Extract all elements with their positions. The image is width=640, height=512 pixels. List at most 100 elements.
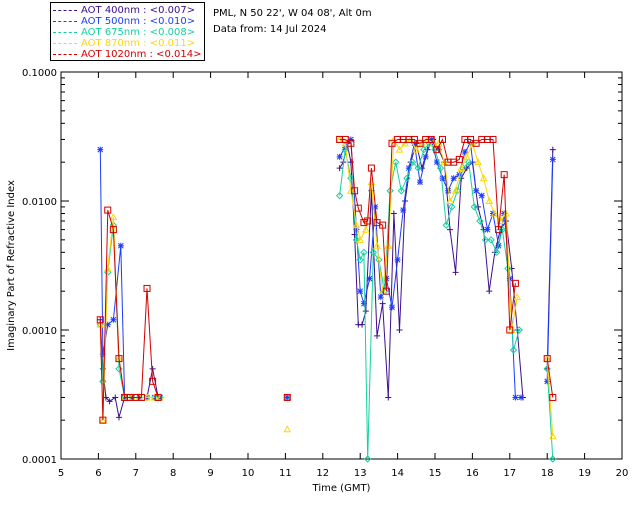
data-point-aot500nm (157, 394, 164, 401)
data-point-aot675nm (549, 455, 557, 463)
data-point-aot400nm (379, 300, 386, 307)
data-point-aot1020nm (438, 135, 446, 143)
data-point-aot1020nm (347, 139, 355, 147)
data-point-aot500nm (439, 175, 446, 182)
data-point-aot400nm (549, 146, 556, 153)
data-point-aot1020nm (382, 287, 390, 295)
data-point-aot1020nm (99, 416, 107, 424)
legend-entry-400nm: AOT 400nm : <0.007> (53, 5, 195, 16)
data-point-aot500nm (110, 316, 117, 323)
data-point-aot500nm (336, 153, 343, 160)
data-point-aot675nm (341, 145, 349, 154)
data-point-aot1020nm (489, 135, 497, 143)
x-tick-label: 7 (133, 468, 139, 479)
data-point-aot870nm (109, 213, 118, 221)
data-point-aot400nm (106, 398, 113, 405)
data-point-aot675nm (498, 225, 507, 234)
data-point-aot1020nm (104, 206, 112, 214)
data-point-aot400nm (452, 269, 459, 276)
data-point-aot400nm (149, 365, 156, 372)
data-point-aot870nm (440, 158, 449, 166)
data-point-aot1020nm (500, 171, 508, 179)
data-point-aot500nm (478, 192, 485, 199)
data-point-aot675nm (414, 164, 422, 172)
legend-entry-1020nm: AOT 1020nm : <0.014> (53, 49, 201, 60)
legend-entry-870nm: AOT 870nm : <0.011> (53, 38, 195, 49)
data-point-aot870nm (468, 139, 477, 147)
legend-label-400nm: AOT 400nm : <0.007> (81, 5, 196, 16)
x-tick-label: 10 (242, 468, 255, 479)
data-point-aot500nm (506, 275, 513, 282)
legend-label-1020nm: AOT 1020nm : <0.014> (81, 49, 202, 60)
y-tick-label: 0.1000 (22, 68, 57, 79)
data-point-aot675nm (543, 365, 551, 373)
x-tick-label: 12 (316, 468, 329, 479)
legend-swatch-870nm (53, 42, 77, 44)
data-point-aot1020nm (283, 393, 291, 401)
data-point-aot1020nm (149, 377, 157, 385)
data-point-aot675nm (459, 164, 467, 172)
y-tick-label: 0.0100 (22, 197, 57, 208)
y-tick-label: 0.0001 (22, 455, 57, 466)
data-point-aot500nm (117, 242, 124, 249)
data-point-aot500nm (422, 153, 429, 160)
x-tick-label: 13 (354, 468, 367, 479)
data-point-aot675nm (448, 203, 456, 211)
series-line-aot1020nm (99, 209, 159, 421)
data-point-aot675nm (470, 203, 478, 211)
data-point-aot400nm (336, 165, 343, 172)
data-point-aot870nm (352, 221, 361, 229)
data-point-aot675nm (436, 164, 445, 172)
data-point-aot870nm (341, 139, 350, 147)
x-tick-label: 15 (429, 468, 442, 479)
data-point-aot870nm (485, 196, 494, 204)
data-point-aot500nm (388, 304, 395, 311)
data-point-aot1020nm (543, 355, 551, 363)
data-point-aot1020nm (388, 139, 396, 147)
x-tick-label: 18 (541, 468, 554, 479)
data-point-aot675nm (335, 191, 344, 200)
data-point-aot870nm (548, 432, 557, 440)
data-point-aot500nm (405, 165, 412, 172)
data-point-aot500nm (377, 294, 384, 301)
data-point-aot870nm (150, 393, 159, 401)
data-point-aot675nm (509, 346, 518, 354)
data-point-aot870nm (513, 293, 522, 301)
data-point-aot870nm (462, 152, 471, 160)
data-point-aot500nm (484, 226, 491, 233)
data-point-aot870nm (395, 145, 404, 153)
data-point-aot1020nm (354, 204, 362, 212)
plot-frame (60, 71, 623, 460)
data-point-aot500nm (518, 394, 525, 401)
data-point-aot1020nm (410, 135, 418, 143)
data-point-aot500nm (473, 187, 480, 194)
data-point-aot675nm (360, 248, 368, 257)
data-point-aot870nm (356, 235, 365, 243)
x-tick-label: 16 (466, 468, 479, 479)
legend-label-870nm: AOT 870nm : <0.011> (81, 38, 196, 49)
data-point-aot870nm (373, 241, 381, 249)
legend-swatch-675nm (53, 31, 77, 33)
data-point-aot870nm (451, 186, 460, 194)
data-point-aot400nm (374, 332, 381, 339)
data-point-aot675nm (99, 377, 107, 386)
data-point-aot1020nm (341, 135, 349, 143)
data-point-aot675nm (481, 236, 490, 244)
x-tick-label: 6 (95, 468, 101, 479)
data-point-aot500nm (450, 175, 457, 182)
data-point-aot1020nm (549, 393, 557, 401)
data-point-aot400nm (362, 308, 369, 315)
data-point-aot870nm (429, 139, 437, 147)
data-point-aot870nm (490, 209, 499, 217)
data-point-aot870nm (496, 216, 505, 224)
series-line-aot675nm (546, 368, 554, 460)
legend-label-500nm: AOT 500nm : <0.010> (81, 16, 196, 27)
data-point-aot675nm (392, 158, 400, 166)
data-point-aot870nm (479, 174, 488, 182)
data-point-aot500nm (97, 146, 104, 153)
data-point-aot1020nm (351, 187, 359, 195)
data-point-aot1020nm (367, 164, 375, 172)
data-point-aot1020nm (379, 221, 387, 229)
data-point-aot400nm (359, 321, 366, 328)
